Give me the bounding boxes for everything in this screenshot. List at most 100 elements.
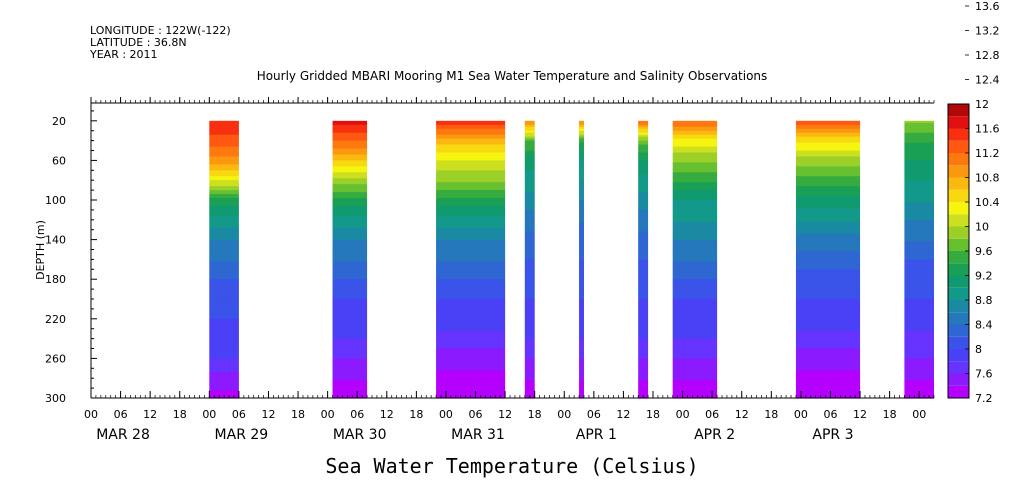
heatmap-cell [209, 227, 239, 231]
heatmap-cell [579, 273, 584, 276]
day-label: APR 3 [812, 427, 853, 443]
heatmap-cell [579, 287, 584, 290]
heatmap-cell [638, 172, 649, 175]
heatmap-cell [579, 188, 584, 191]
heatmap-cell [795, 215, 861, 219]
heatmap-cell [579, 180, 584, 183]
heatmap-cell [209, 170, 239, 173]
heatmap-cell [795, 158, 861, 162]
heatmap-cell [672, 192, 718, 195]
heatmap-cell [209, 271, 239, 274]
heatmap-cell [638, 122, 649, 126]
heatmap-cell [672, 247, 718, 251]
colorbar-label: 13.2 [975, 25, 1000, 38]
heatmap-cell [332, 378, 368, 381]
heatmap-cell [524, 194, 535, 197]
heatmap-cell [672, 164, 718, 167]
heatmap-cell [209, 166, 239, 169]
heatmap-cell [436, 160, 506, 163]
colorbar-label: 8.8 [975, 294, 993, 307]
heatmap-cell [904, 265, 934, 268]
heatmap-cell [524, 229, 535, 233]
heatmap-cell [436, 310, 506, 314]
heatmap-cell [904, 180, 934, 183]
heatmap-cell [332, 140, 368, 144]
heatmap-cell [672, 184, 718, 187]
heatmap-cell [332, 128, 368, 132]
heatmap-cell [638, 358, 649, 361]
heatmap-cell [209, 134, 239, 138]
heatmap-cell [524, 392, 535, 395]
colorbar-label: 9.6 [975, 245, 993, 258]
heatmap-cell [904, 170, 934, 173]
heatmap-cell [209, 306, 239, 310]
heatmap-cell [332, 366, 368, 369]
heatmap-cell [904, 229, 934, 233]
heatmap-cell [209, 293, 239, 296]
heatmap-cell [579, 190, 584, 193]
heatmap-cell [209, 178, 239, 181]
heatmap-cell [332, 255, 368, 259]
heatmap-cell [579, 142, 584, 146]
heatmap-cell [795, 299, 861, 302]
heatmap-cell [672, 251, 718, 255]
heatmap-cell [795, 122, 861, 126]
heatmap-cell [672, 211, 718, 215]
heatmap-cell [795, 338, 861, 342]
heatmap-cell [436, 166, 506, 169]
colorbar-label: 11.6 [975, 123, 1000, 136]
heatmap-cell [672, 180, 718, 183]
heatmap-cell [524, 380, 535, 383]
heatmap-cell [209, 126, 239, 130]
heatmap-cell [579, 146, 584, 150]
heatmap-cell [638, 251, 649, 255]
heatmap-cell [795, 142, 861, 146]
heatmap-cell [904, 279, 934, 282]
heatmap-cell [638, 306, 649, 310]
heatmap-cell [904, 215, 934, 219]
heatmap-cell [904, 267, 934, 270]
x-axis-title: Sea Water Temperature (Celsius) [325, 454, 699, 478]
heatmap-cell [209, 340, 239, 344]
heatmap-cell [436, 138, 506, 142]
heatmap-cell [524, 174, 535, 177]
heatmap-cell [436, 188, 506, 191]
heatmap-cell [638, 364, 649, 367]
heatmap-cell [795, 154, 861, 158]
heatmap-cell [638, 348, 649, 352]
temperature-segment-8 [904, 120, 934, 399]
heatmap-cell [579, 342, 584, 346]
heatmap-cell [209, 146, 239, 150]
x-tick-label: 18 [173, 408, 187, 421]
heatmap-cell [332, 348, 368, 352]
heatmap-cell [795, 308, 861, 312]
heatmap-cell [524, 285, 535, 288]
heatmap-cell [638, 134, 649, 138]
heatmap-cell [209, 320, 239, 324]
heatmap-cell [436, 190, 506, 193]
heatmap-cell [795, 223, 861, 227]
heatmap-cell [638, 342, 649, 346]
heatmap-cell [904, 320, 934, 324]
heatmap-cell [638, 130, 649, 134]
heatmap-cell [904, 203, 934, 207]
heatmap-cell [209, 247, 239, 251]
heatmap-cell [638, 249, 649, 253]
heatmap-cell [795, 330, 861, 334]
heatmap-cell [904, 352, 934, 356]
heatmap-cell [209, 152, 239, 156]
colorbar-label: 10.4 [975, 196, 1000, 209]
x-tick-label: 12 [261, 408, 275, 421]
heatmap-cell [795, 128, 861, 132]
heatmap-cell [332, 374, 368, 377]
heatmap-cell [524, 364, 535, 367]
heatmap-cell [672, 186, 718, 189]
heatmap-cell [579, 241, 584, 245]
heatmap-cell [524, 269, 535, 272]
heatmap-cell [579, 164, 584, 167]
heatmap-cell [436, 320, 506, 324]
heatmap-cell [904, 200, 934, 203]
colorbar-label: 10.8 [975, 172, 1000, 185]
heatmap-cell [904, 225, 934, 229]
heatmap-cell [672, 257, 718, 261]
